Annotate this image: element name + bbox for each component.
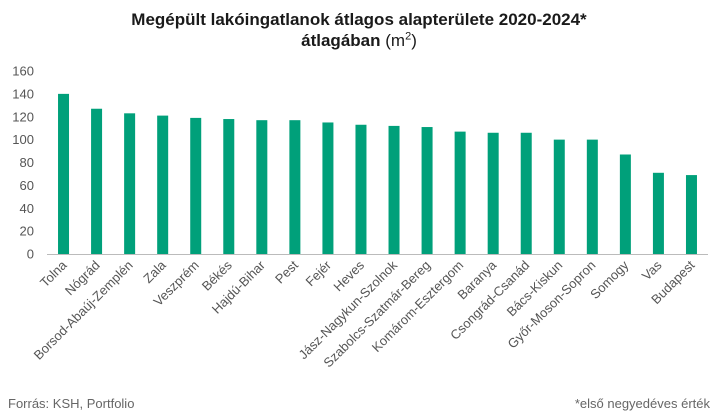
bar-fejér (322, 122, 334, 254)
title-unit-sup: 2 (405, 30, 412, 43)
title-line-2: átlagában (m2) (0, 30, 718, 51)
bar-jász-nagykun-szolnok (388, 125, 400, 255)
y-tick-label: 140 (12, 86, 34, 101)
bar-komárom-esztergom (454, 131, 466, 254)
y-tick-label: 160 (12, 64, 34, 79)
title-unit-prefix: (m (385, 31, 406, 50)
y-axis: 0 20 40 60 80 100 120 140 160 (12, 64, 34, 262)
bar-békés (223, 119, 235, 254)
bar-heves (355, 124, 367, 254)
x-tick-label: Fejér (302, 257, 334, 289)
y-tick-label: 80 (20, 155, 34, 170)
bar-hajdú-bihar (256, 120, 268, 255)
bar-csongrád-csanád (520, 132, 532, 254)
title-unit-suffix: ) (411, 31, 417, 50)
title-line-1: Megépült lakóingatlanok átlagos alapterü… (131, 10, 587, 29)
bar-tolna (58, 93, 70, 254)
x-tick-label: Zala (140, 257, 169, 286)
bar-series (58, 93, 697, 255)
source-note: Forrás: KSH, Portfolio (8, 396, 135, 411)
chart-title: Megépült lakóingatlanok átlagos alapterü… (0, 9, 718, 51)
bar-győr-moson-sopron (586, 139, 598, 254)
bar-borsod-abaúj-zemplén (124, 113, 136, 254)
y-tick-label: 120 (12, 109, 34, 124)
x-tick-label: Vas (639, 257, 665, 283)
bar-pest (289, 120, 301, 255)
bar-szabolcs-szatmár-bereg (421, 127, 433, 254)
bar-budapest (685, 175, 697, 254)
y-tick-label: 60 (20, 178, 34, 193)
y-tick-label: 20 (20, 224, 34, 239)
y-tick-label: 0 (27, 247, 34, 262)
footnote: *első negyedéves érték (574, 396, 710, 411)
bar-bács-kiskun (553, 139, 565, 254)
bar-nógrád (91, 108, 103, 255)
bar-veszprém (190, 117, 202, 254)
bar-baranya (487, 132, 499, 254)
title-line-2-bold: átlagában (301, 31, 381, 50)
bar-vas (652, 172, 664, 254)
y-tick-label: 40 (20, 201, 34, 216)
x-tick-label: Pest (272, 257, 301, 286)
bar-somogy (619, 154, 631, 254)
y-tick-label: 100 (12, 132, 34, 147)
bar-zala (157, 115, 169, 254)
